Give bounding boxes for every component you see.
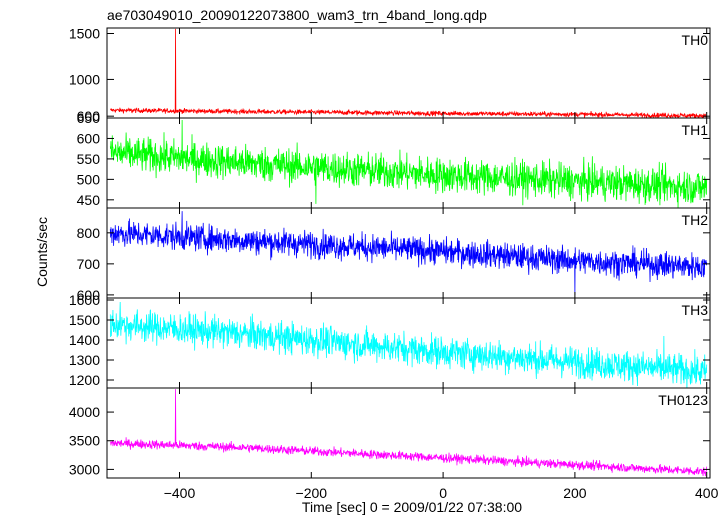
panel-frame (106, 297, 711, 389)
panel-frame (106, 207, 711, 299)
x-tick-label: 200 (563, 485, 587, 501)
y-tick-label: 1500 (69, 312, 100, 328)
panel-label: TH3 (682, 302, 709, 318)
series-th0 (109, 28, 707, 118)
panel-frame (106, 387, 711, 479)
series-th2 (109, 211, 708, 295)
y-tick-label: 600 (77, 108, 101, 124)
x-tick-label: 0 (439, 485, 447, 501)
x-tick-label: 400 (695, 485, 719, 501)
y-tick-label: 3000 (69, 461, 100, 477)
panel-label: TH0 (682, 32, 709, 48)
chart-title: ae703049010_20090122073800_wam3_trn_4ban… (107, 7, 487, 23)
series-th0123 (110, 389, 708, 477)
panel-label: TH2 (682, 212, 709, 228)
y-tick-label: 3500 (69, 433, 100, 449)
y-tick-label: 800 (77, 225, 101, 241)
y-tick-label: 1500 (69, 26, 100, 42)
y-tick-label: 600 (77, 287, 101, 303)
y-tick-label: 500 (77, 171, 101, 187)
y-tick-label: 1200 (69, 372, 100, 388)
y-tick-label: 600 (77, 130, 101, 146)
x-tick-label: −400 (164, 485, 196, 501)
y-tick-label: 1400 (69, 332, 100, 348)
y-tick-label: 1000 (69, 71, 100, 87)
series-th3 (109, 301, 708, 388)
y-tick-label: 650 (77, 110, 101, 126)
y-axis-title: Counts/sec (34, 217, 50, 287)
y-tick-label: 450 (77, 192, 101, 208)
panel-th0123: 3000 3500 4000 TH0123 (69, 387, 711, 479)
panel-th2: 600 700 800 TH2 (77, 207, 711, 303)
panel-th0: 600 1000 1500 TH0 (69, 26, 711, 124)
series-th1 (109, 120, 708, 208)
x-axis-title: Time [sec] 0 = 2009/01/22 07:38:00 (302, 499, 522, 515)
panel-frame (106, 27, 711, 119)
panel-th3: 1200 1300 1400 1500 1600 TH3 (69, 292, 711, 389)
y-tick-label: 550 (77, 151, 101, 167)
y-tick-label: 4000 (69, 404, 100, 420)
y-tick-label: 700 (77, 256, 101, 272)
panel-label: TH0123 (658, 392, 708, 408)
y-tick-label: 1300 (69, 352, 100, 368)
x-tick-label: −200 (296, 485, 328, 501)
y-tick-label: 1600 (69, 292, 100, 308)
panel-label: TH1 (682, 122, 709, 138)
